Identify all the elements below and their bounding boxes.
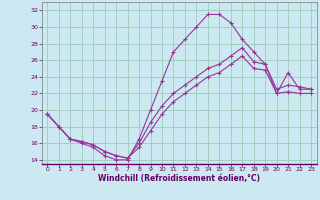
X-axis label: Windchill (Refroidissement éolien,°C): Windchill (Refroidissement éolien,°C) bbox=[98, 174, 260, 183]
